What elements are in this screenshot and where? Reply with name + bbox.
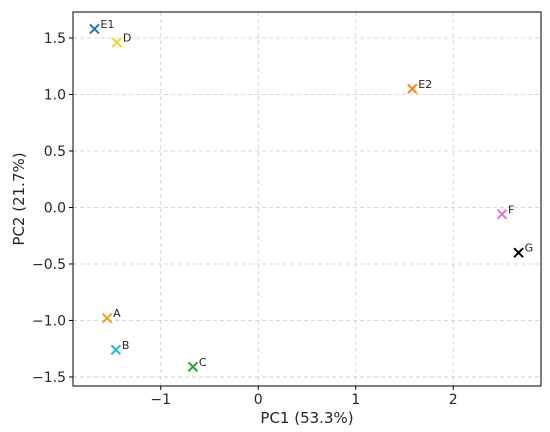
grid-lines — [73, 12, 541, 386]
point-label: G — [525, 242, 534, 255]
data-points: E1 D E2 F G A B C — [89, 18, 534, 372]
point-label: E2 — [418, 78, 432, 91]
x-tick-label: 2 — [449, 392, 458, 408]
y-tick-label: 0.5 — [44, 144, 66, 160]
y-tick-label: 1.5 — [44, 31, 66, 47]
point-label: A — [113, 307, 121, 320]
point-marker-stroke — [101, 312, 113, 324]
point-label: D — [123, 32, 131, 45]
point-marker-stroke — [187, 361, 199, 372]
point-e2: E2 — [407, 78, 432, 95]
point-label: B — [122, 339, 130, 352]
axis-ticks: −1 0 1 2 −1.5 −1.0 −0.5 0.0 0.5 1.0 1.5 — [32, 31, 458, 408]
point-g: G — [513, 242, 534, 258]
point-label: F — [508, 203, 514, 216]
point-marker-stroke — [407, 83, 418, 95]
point-marker-stroke — [110, 344, 122, 356]
y-tick-label: 1.0 — [44, 87, 66, 103]
point-label: C — [199, 356, 207, 369]
point-d: D — [111, 32, 131, 48]
point-f: F — [496, 203, 514, 220]
point-marker-stroke — [111, 37, 123, 48]
point-a: A — [101, 307, 121, 324]
point-e1: E1 — [89, 18, 114, 35]
y-tick-label: −0.5 — [32, 257, 66, 273]
y-axis-label: PC2 (21.7%) — [10, 152, 28, 245]
x-tick-label: 0 — [254, 392, 263, 408]
point-marker-stroke — [513, 247, 524, 258]
point-marker-stroke — [89, 23, 100, 35]
y-tick-label: −1.5 — [32, 370, 66, 386]
point-b: B — [110, 339, 130, 356]
point-marker-stroke — [496, 209, 508, 220]
point-label: E1 — [100, 18, 114, 31]
y-tick-label: −1.0 — [32, 313, 66, 329]
x-tick-label: −1 — [150, 392, 171, 408]
y-tick-label: 0.0 — [44, 200, 66, 216]
point-c: C — [187, 356, 207, 372]
x-tick-label: 1 — [351, 392, 360, 408]
plot-frame — [72, 11, 542, 387]
x-axis-label: PC1 (53.3%) — [260, 409, 353, 427]
